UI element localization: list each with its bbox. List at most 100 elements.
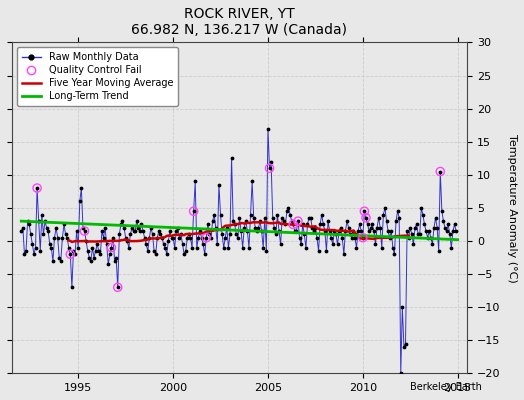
Point [147, 224, 155, 231]
Point [63, 234, 71, 241]
Point [384, 228, 392, 234]
Point [321, 228, 329, 234]
Point [39, 231, 48, 238]
Point [66, 251, 74, 258]
Point [237, 228, 245, 234]
Point [403, 228, 411, 234]
Point [88, 244, 96, 251]
Point [96, 251, 105, 258]
Point [128, 224, 136, 231]
Point [441, 224, 449, 231]
Point [229, 218, 237, 224]
Point [20, 251, 29, 258]
Point [190, 208, 198, 214]
Point [336, 224, 345, 231]
Point [452, 228, 460, 234]
Point [77, 185, 85, 191]
Point [300, 231, 309, 238]
Point [187, 234, 195, 241]
Point [387, 228, 396, 234]
Point [246, 211, 255, 218]
Point [134, 224, 143, 231]
Point [58, 234, 67, 241]
Point [204, 221, 212, 228]
Point [442, 228, 451, 234]
Point [235, 215, 244, 221]
Point [419, 211, 427, 218]
Point [275, 228, 283, 234]
Point [115, 231, 124, 238]
Point [257, 228, 266, 234]
Point [362, 215, 370, 221]
Point [390, 251, 399, 258]
Point [365, 228, 373, 234]
Point [82, 238, 90, 244]
Point [394, 208, 402, 214]
Point [94, 248, 103, 254]
Point [49, 258, 57, 264]
Point [360, 208, 368, 214]
Point [199, 241, 208, 248]
Point [431, 215, 440, 221]
Point [44, 228, 52, 234]
Point [357, 228, 365, 234]
Point [368, 221, 376, 228]
Point [75, 198, 84, 204]
Point [395, 215, 403, 221]
Point [434, 248, 443, 254]
Point [31, 244, 40, 251]
Point [270, 224, 278, 231]
Point [194, 234, 203, 241]
Point [80, 228, 89, 234]
Point [19, 224, 27, 231]
Point [445, 231, 454, 238]
Point [251, 224, 259, 231]
Point [314, 248, 323, 254]
Point [283, 208, 291, 214]
Point [268, 215, 277, 221]
Point [302, 244, 310, 251]
Point [378, 244, 386, 251]
Point [91, 248, 100, 254]
Point [93, 241, 101, 248]
Point [129, 228, 138, 234]
Point [299, 221, 307, 228]
Point [417, 205, 425, 211]
Point [438, 208, 446, 214]
Point [196, 228, 204, 234]
Point [111, 258, 119, 264]
Point [207, 234, 215, 241]
Point [180, 251, 188, 258]
Point [164, 238, 172, 244]
Point [332, 231, 340, 238]
Point [231, 221, 239, 228]
Point [264, 125, 272, 132]
Point [122, 234, 130, 241]
Point [83, 248, 92, 254]
Point [447, 244, 455, 251]
Point [362, 215, 370, 221]
Point [151, 251, 160, 258]
Point [420, 221, 429, 228]
Point [358, 234, 367, 241]
Point [114, 284, 122, 290]
Point [38, 211, 46, 218]
Point [156, 231, 165, 238]
Point [170, 244, 179, 251]
Point [354, 228, 362, 234]
Point [167, 234, 176, 241]
Point [181, 248, 190, 254]
Point [133, 218, 141, 224]
Legend: Raw Monthly Data, Quality Control Fail, Five Year Moving Average, Long-Term Tren: Raw Monthly Data, Quality Control Fail, … [17, 47, 178, 106]
Point [397, 370, 405, 376]
Point [198, 234, 206, 241]
Point [123, 238, 132, 244]
Point [425, 228, 433, 234]
Point [117, 221, 125, 228]
Point [126, 231, 135, 238]
Point [363, 221, 372, 228]
Point [273, 211, 281, 218]
Point [422, 228, 430, 234]
Point [360, 208, 368, 214]
Point [428, 241, 436, 248]
